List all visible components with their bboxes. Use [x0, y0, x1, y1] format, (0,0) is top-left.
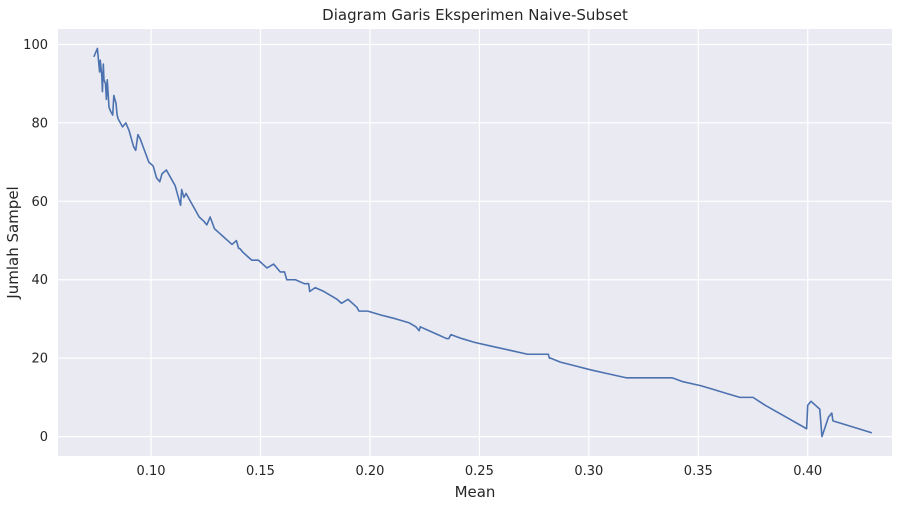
y-tick-label: 60 — [31, 195, 48, 210]
y-tick-label: 0 — [40, 430, 48, 445]
x-tick-label: 0.30 — [574, 464, 603, 479]
y-axis-label: Jumlah Sampel — [4, 186, 22, 299]
x-tick-label: 0.10 — [137, 464, 166, 479]
x-tick-label: 0.35 — [684, 464, 713, 479]
series-layer — [93, 47, 873, 438]
y-tick-label: 80 — [31, 116, 48, 131]
x-tick-labels: 0.10 0.15 0.20 0.25 0.30 0.35 0.40 — [137, 464, 823, 479]
y-tick-labels: 0 20 40 60 80 100 — [23, 38, 48, 445]
series-line — [93, 47, 873, 438]
plot-area — [58, 29, 892, 456]
x-axis-label: Mean — [455, 483, 496, 501]
y-tick-label: 20 — [31, 352, 48, 367]
y-tick-label: 40 — [31, 273, 48, 288]
grid-lines — [58, 29, 892, 456]
x-tick-label: 0.40 — [793, 464, 822, 479]
y-tick-label: 100 — [23, 38, 48, 53]
chart-title: Diagram Garis Eksperimen Naive-Subset — [322, 6, 628, 24]
x-tick-label: 0.20 — [355, 464, 384, 479]
x-tick-label: 0.15 — [246, 464, 275, 479]
x-tick-label: 0.25 — [465, 464, 494, 479]
